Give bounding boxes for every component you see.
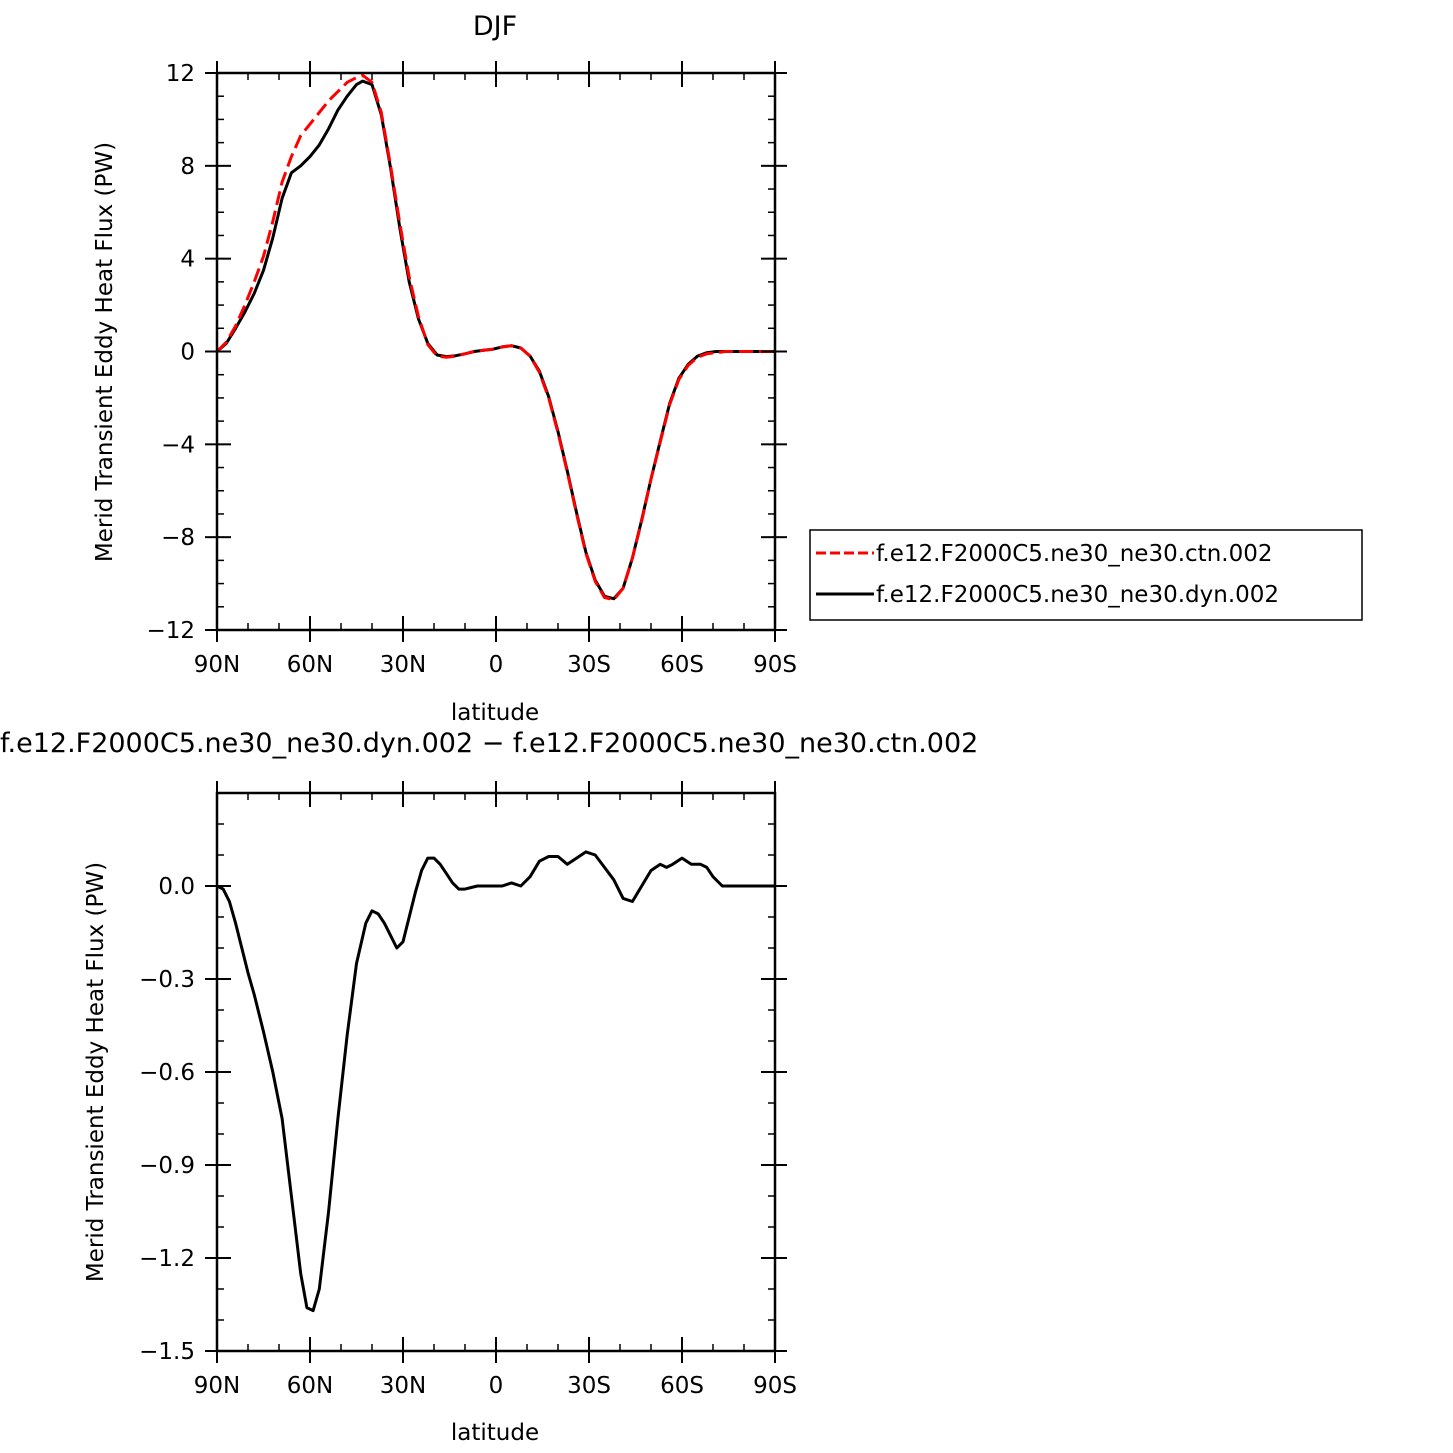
top-x-tick-label: 30N: [380, 652, 426, 678]
top-y-tick-label: −8: [161, 525, 195, 551]
top-chart-title: DJF: [473, 11, 517, 42]
top-x-ticks: 90N 60N 30N 0 30S 60S 90S: [194, 61, 797, 678]
top-y-tick-label: −12: [146, 618, 195, 644]
bottom-y-axis-label: Merid Transient Eddy Heat Flux (PW): [83, 862, 109, 1282]
bottom-x-tick-label: 90S: [753, 1373, 797, 1399]
top-x-tick-label: 30S: [567, 652, 611, 678]
bottom-panel: f.e12.F2000C5.ne30_ne30.dyn.002 − f.e12.…: [0, 728, 978, 1446]
top-legend: f.e12.F2000C5.ne30_ne30.ctn.002 f.e12.F2…: [809, 529, 1363, 621]
top-plot-frame: [215, 71, 777, 632]
top-x-axis-label: latitude: [451, 700, 539, 726]
bottom-x-ticks: 90N 60N 30N 0 30S 60S 90S: [194, 781, 797, 1399]
top-y-tick-label: 0: [180, 340, 195, 366]
top-x-tick-label: 90S: [753, 652, 797, 678]
top-series-line-1: [216, 79, 775, 601]
bottom-y-tick-label: 0.0: [158, 874, 195, 900]
bottom-series-line-0: [216, 850, 775, 1313]
bottom-y-tick-label: −0.3: [139, 967, 195, 993]
legend-box: [809, 529, 1363, 621]
top-y-ticks: −12 −8 −4 0 4 8 12: [146, 61, 787, 644]
top-y-tick-label: −4: [161, 432, 195, 458]
top-panel: DJF 90N 60N 30N 0 30S 60S 90S −12 −8 −4 0 4 8 12 lat…: [92, 11, 1363, 726]
bottom-chart-title: f.e12.F2000C5.ne30_ne30.dyn.002 − f.e12.…: [0, 728, 978, 759]
bottom-x-tick-label: 30N: [380, 1373, 426, 1399]
top-series-line-0: [215, 73, 775, 602]
top-x-tick-label: 0: [489, 652, 504, 678]
bottom-y-tick-label: −0.9: [139, 1153, 195, 1179]
legend-entry-dyn: f.e12.F2000C5.ne30_ne30.dyn.002: [876, 582, 1279, 608]
bottom-y-ticks: −1.5 −1.2 −0.9 −0.6 −0.3 0.0: [139, 792, 787, 1365]
bottom-x-axis-label: latitude: [451, 1420, 539, 1446]
bottom-x-tick-label: 30S: [567, 1373, 611, 1399]
bottom-y-tick-label: −0.6: [139, 1060, 195, 1086]
bottom-x-tick-label: 0: [489, 1373, 504, 1399]
top-y-tick-label: 12: [166, 61, 195, 87]
bottom-x-tick-label: 60S: [660, 1373, 704, 1399]
legend-entry-ctn: f.e12.F2000C5.ne30_ne30.ctn.002: [876, 541, 1272, 567]
bottom-y-tick-label: −1.5: [139, 1339, 195, 1365]
top-y-tick-label: 4: [180, 247, 195, 273]
bottom-x-tick-label: 90N: [194, 1373, 240, 1399]
top-x-tick-label: 60N: [287, 652, 333, 678]
bottom-plot-marks: [216, 850, 775, 1313]
top-y-axis-label: Merid Transient Eddy Heat Flux (PW): [92, 142, 118, 562]
top-x-tick-label: 90N: [194, 652, 240, 678]
top-plot-marks: [215, 73, 775, 602]
top-y-tick-label: 8: [180, 154, 195, 180]
bottom-y-tick-label: −1.2: [139, 1246, 195, 1272]
top-x-tick-label: 60S: [660, 652, 704, 678]
bottom-x-tick-label: 60N: [287, 1373, 333, 1399]
